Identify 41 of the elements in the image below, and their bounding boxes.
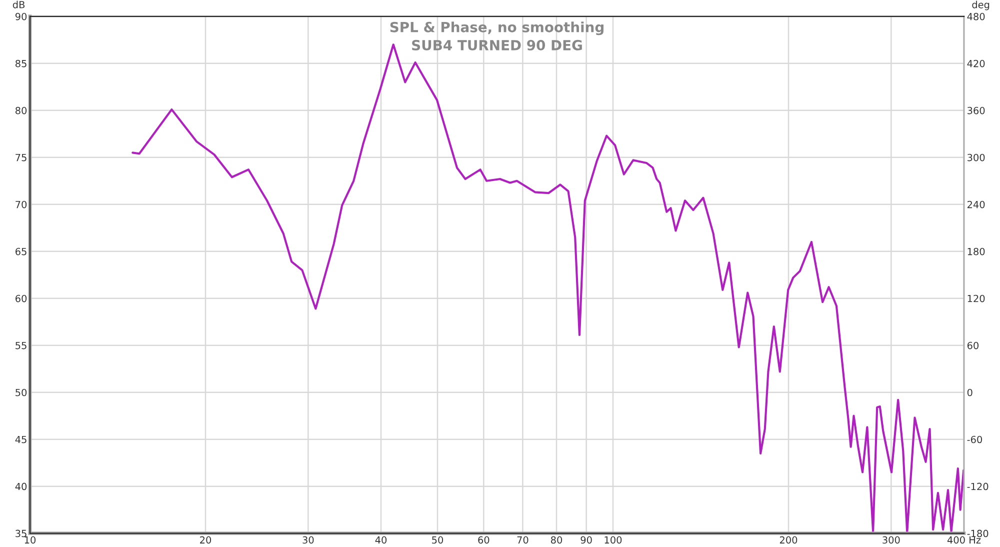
y2-tick-label: -180 <box>967 530 988 538</box>
y2-axis-title: deg <box>972 0 990 10</box>
x-tick-label: 100 <box>604 536 622 544</box>
y2-tick-label: 480 <box>967 12 985 20</box>
y2-tick-label: -60 <box>967 436 982 444</box>
y-tick-label: 60 <box>16 294 27 302</box>
y-tick-label: 90 <box>15 12 27 20</box>
x-tick-label: 200 <box>780 536 798 544</box>
x-tick-label: 40 <box>375 536 387 544</box>
x-tick-label: 10 <box>24 536 36 544</box>
x-tick-label: 90 <box>580 536 592 544</box>
x-tick-label: 300 <box>882 536 900 544</box>
x-tick-label: 30 <box>302 536 314 544</box>
x-tick-label: 70 <box>517 536 528 544</box>
chart-title: SPL & Phase, no smoothing <box>390 22 604 36</box>
y-tick-label: 75 <box>16 154 26 162</box>
y2-tick-label: 180 <box>968 248 985 256</box>
y2-tick-label: -120 <box>967 482 988 490</box>
y-tick-label: 40 <box>15 482 27 490</box>
y-tick-label: 50 <box>16 388 27 396</box>
y2-tick-label: 360 <box>968 106 985 114</box>
y2-tick-label: 0 <box>967 388 972 396</box>
y-tick-label: 55 <box>16 342 26 350</box>
y-tick-label: 70 <box>16 200 27 208</box>
y-tick-label: 35 <box>16 530 26 538</box>
x-tick-label: 60 <box>478 536 490 544</box>
x-tick-label: 50 <box>432 536 444 544</box>
y2-tick-label: 120 <box>968 294 985 302</box>
y-tick-label: 85 <box>16 60 26 68</box>
y-axis-title: dB <box>12 0 25 8</box>
y-tick-label: 65 <box>16 248 26 256</box>
y2-tick-label: 240 <box>967 200 985 208</box>
y2-tick-label: 300 <box>968 154 985 162</box>
y2-tick-label: 60 <box>967 342 979 350</box>
y-tick-label: 80 <box>16 106 27 114</box>
y2-tick-label: 420 <box>967 60 985 68</box>
x-tick-label: 400 Hz <box>947 536 981 544</box>
x-tick-label: 80 <box>550 536 562 544</box>
x-tick-label: 20 <box>200 536 212 544</box>
y-tick-label: 45 <box>15 436 26 444</box>
text: SUB4 TURNED 90 DEG <box>412 40 582 50</box>
